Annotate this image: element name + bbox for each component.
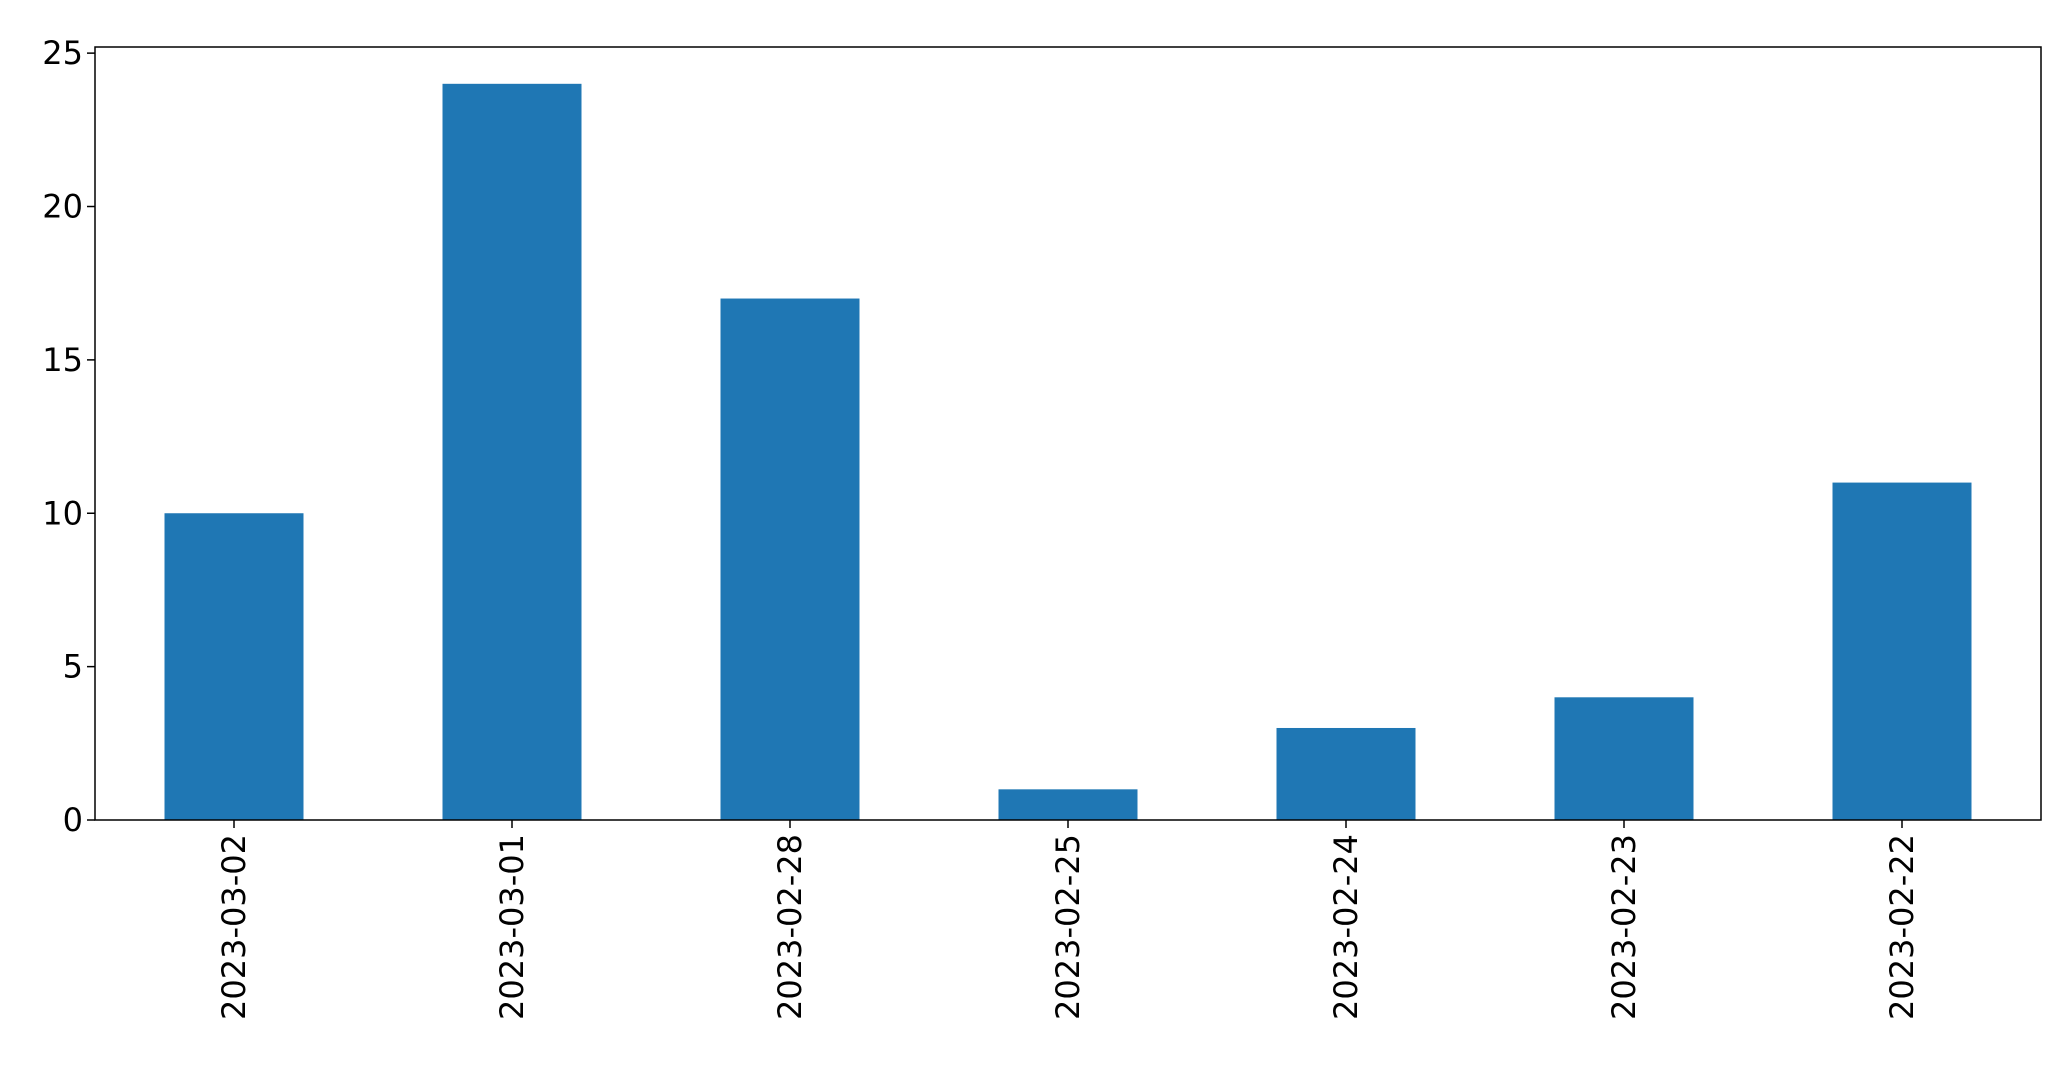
y-tick-label: 15	[42, 341, 83, 379]
bar-2023-02-23	[1554, 697, 1694, 820]
y-tick-label: 5	[63, 648, 83, 686]
y-axis: 0 5 10 15 20 25	[42, 34, 95, 839]
y-tick-label: 10	[42, 494, 83, 532]
y-tick-label: 25	[42, 34, 83, 72]
plot-frame	[94, 46, 2042, 821]
bars-layer	[164, 83, 1972, 820]
x-tick-label: 2023-03-02	[215, 834, 253, 1020]
y-tick-label: 20	[42, 188, 83, 226]
x-tick-label: 2023-03-01	[493, 834, 531, 1020]
x-tick-label: 2023-02-28	[771, 834, 809, 1020]
y-tick-label: 0	[63, 801, 83, 839]
x-tick-label: 2023-02-24	[1327, 834, 1365, 1020]
x-tick-label: 2023-02-22	[1883, 834, 1921, 1020]
bar-2023-02-24	[1276, 727, 1416, 820]
x-tick-label: 2023-02-23	[1605, 834, 1643, 1020]
bar-2023-02-25	[998, 789, 1138, 820]
bar-2023-02-22	[1832, 482, 1972, 820]
x-tick-label: 2023-02-25	[1049, 834, 1087, 1020]
bar-2023-02-28	[720, 298, 860, 820]
bar-2023-03-01	[442, 83, 582, 820]
bar-2023-03-02	[164, 513, 304, 820]
x-axis: 2023-03-02 2023-03-01 2023-02-28 2023-02-25…	[215, 820, 1921, 1020]
plot-area	[95, 47, 2041, 820]
